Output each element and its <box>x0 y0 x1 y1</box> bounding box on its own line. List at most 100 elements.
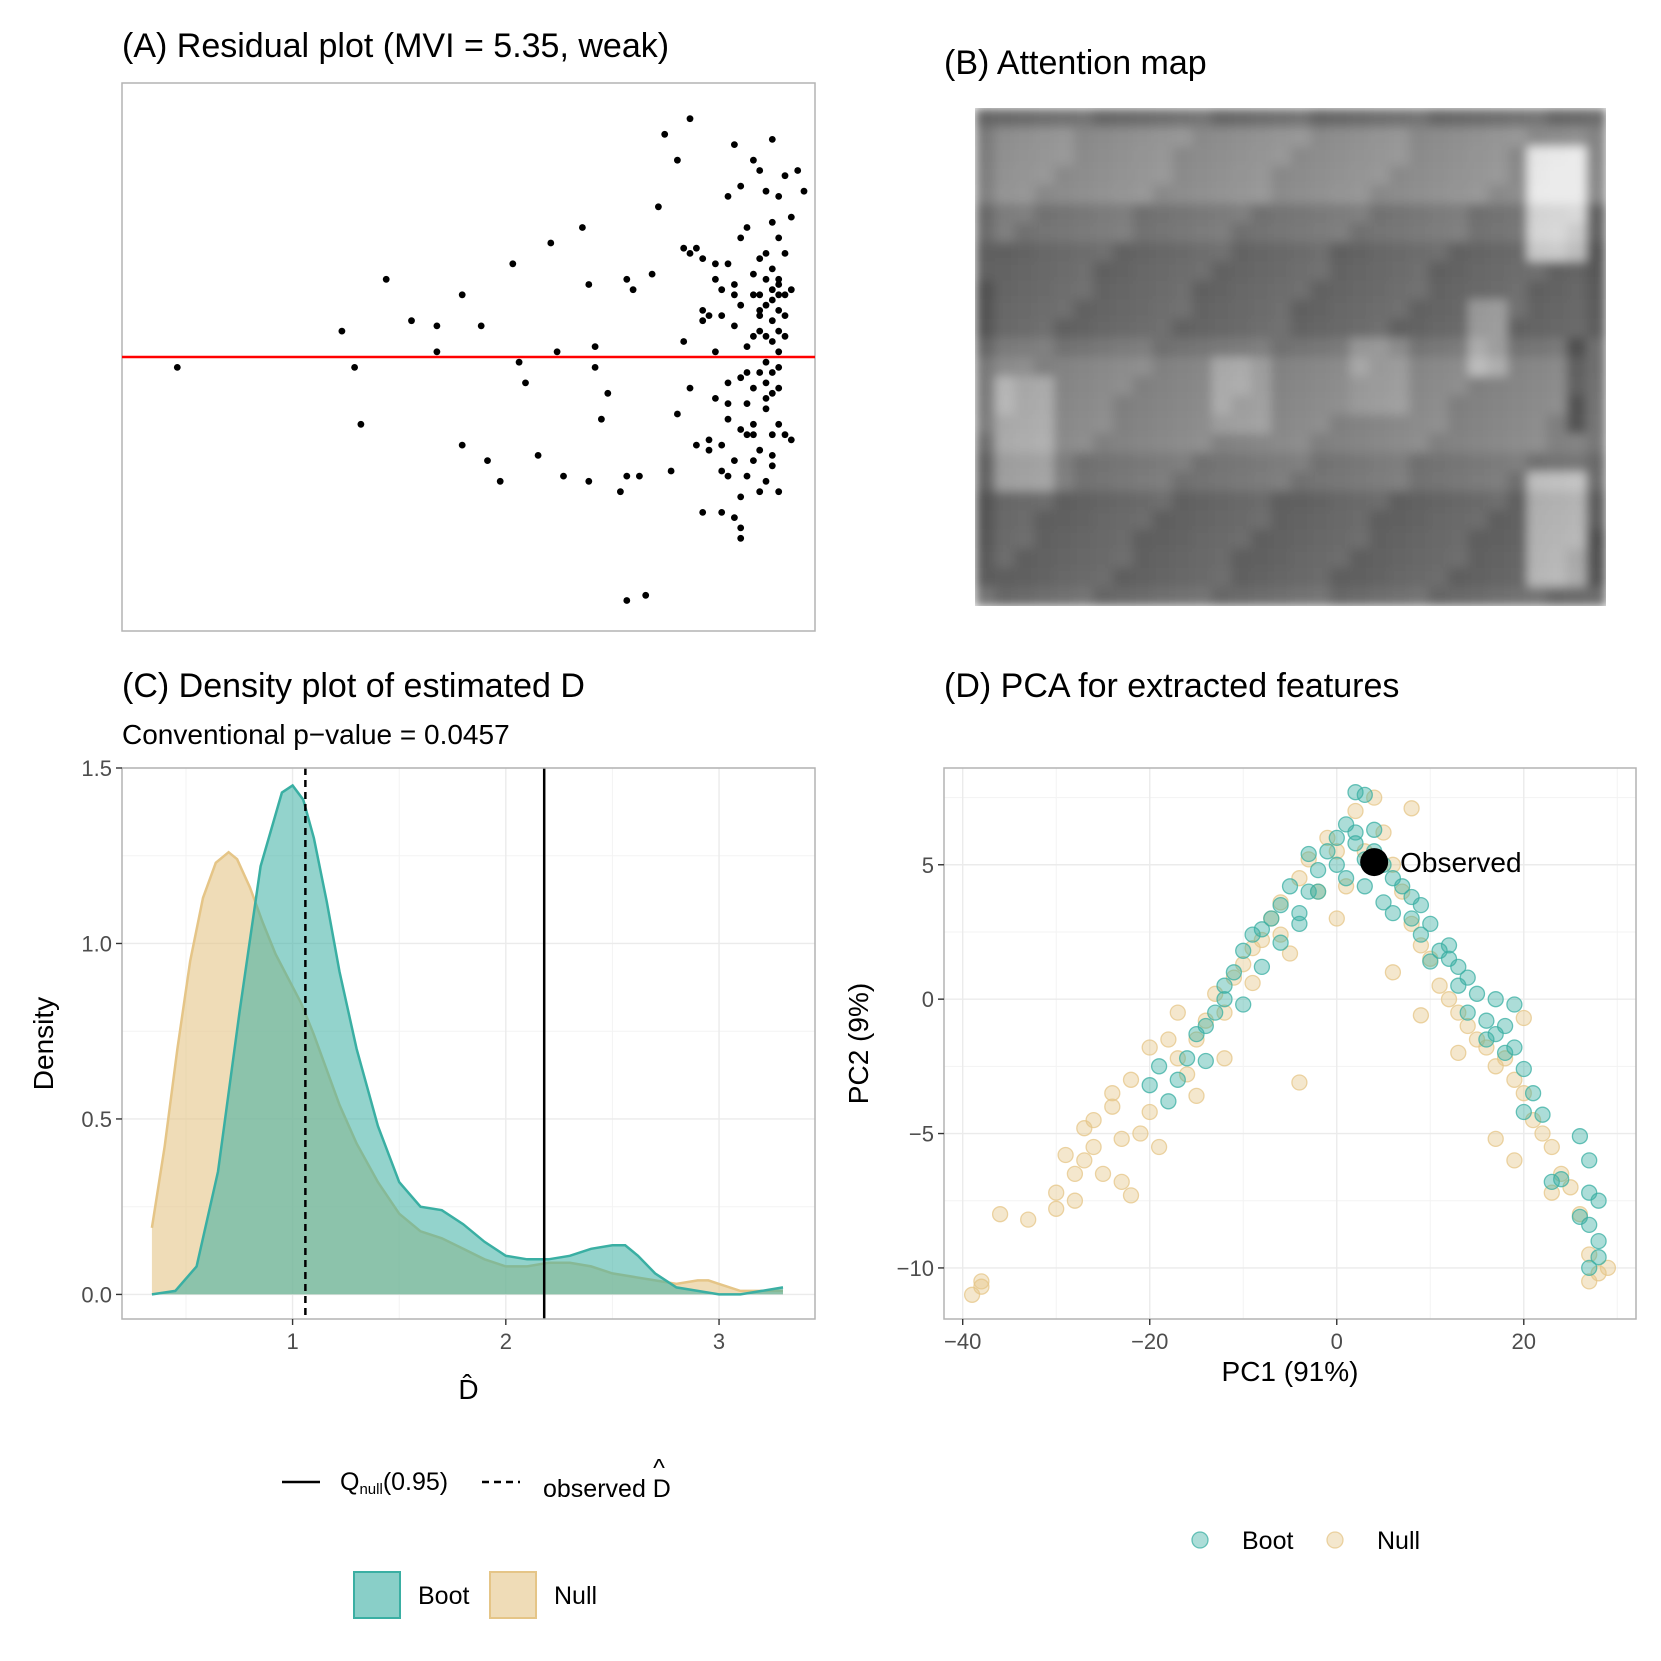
y-tick-label: 5 <box>922 853 934 878</box>
attention-cell <box>975 299 996 320</box>
attention-cell <box>1448 127 1469 147</box>
attention-cell <box>1152 357 1173 377</box>
residual-point <box>737 374 745 382</box>
attention-cell <box>1566 395 1587 416</box>
attention-cell <box>1369 529 1390 550</box>
attention-cell <box>1034 452 1055 473</box>
attention-cell <box>1369 222 1390 243</box>
boot-pca-point <box>1281 878 1299 895</box>
attention-cell <box>1329 395 1351 416</box>
residual-point <box>458 291 466 299</box>
residual-point <box>686 250 694 257</box>
attention-cell <box>1527 414 1548 435</box>
attention-cell <box>1073 203 1094 224</box>
attention-cell <box>1132 586 1154 606</box>
boot-pca-point <box>1328 829 1345 847</box>
attention-cell <box>1093 395 1114 416</box>
y-tick-label: 0 <box>922 987 934 1012</box>
attention-cell <box>975 471 996 492</box>
residual-point <box>718 467 726 475</box>
boot-pca-point <box>1272 934 1289 951</box>
attention-cell <box>1093 433 1114 454</box>
null-pca-point <box>1113 1173 1130 1191</box>
attention-cell <box>1389 318 1410 339</box>
attention-cell <box>1211 127 1232 147</box>
residual-point <box>591 364 599 371</box>
attention-cell <box>1448 376 1469 396</box>
attention-cell <box>1329 299 1351 320</box>
y-tick-label: 1.5 <box>81 756 112 781</box>
attention-cell <box>1428 567 1449 588</box>
attention-cell <box>975 146 996 167</box>
residual-point <box>731 514 738 521</box>
attention-cell <box>1349 357 1370 377</box>
attention-cell <box>1152 414 1173 435</box>
attention-cell <box>1448 165 1469 186</box>
attention-cell <box>1527 491 1548 511</box>
attention-cell <box>1329 242 1351 262</box>
attention-cell <box>975 222 996 243</box>
attention-cell <box>975 357 996 377</box>
attention-cell <box>1310 261 1331 281</box>
attention-cell <box>1389 491 1410 511</box>
attention-cell <box>1349 395 1370 416</box>
attention-cell <box>1389 280 1410 301</box>
attention-cell <box>1053 337 1075 358</box>
attention-cell <box>994 165 1015 186</box>
attention-cell <box>1113 395 1134 416</box>
attention-cell <box>1448 261 1469 281</box>
attention-cell <box>1329 471 1351 492</box>
attention-cell <box>1132 222 1154 243</box>
attention-cell <box>1546 586 1568 606</box>
attention-cell <box>1251 261 1272 281</box>
attention-cell <box>1152 299 1173 320</box>
attention-cell <box>1113 529 1134 550</box>
attention-cell <box>1290 242 1311 262</box>
attention-cell <box>1428 146 1449 167</box>
residual-point <box>781 250 789 257</box>
attention-cell <box>1172 242 1193 262</box>
attention-cell <box>994 548 1015 569</box>
attention-cell <box>1408 203 1430 224</box>
attention-cell <box>1310 108 1331 128</box>
residual-point <box>585 477 593 485</box>
attention-cell <box>1053 357 1075 377</box>
attention-cell <box>1468 529 1489 550</box>
attention-cell <box>1487 395 1508 416</box>
attention-cell <box>1546 548 1568 569</box>
attention-cell <box>1251 529 1272 550</box>
attention-cell <box>1270 127 1292 147</box>
residual-point <box>762 187 770 195</box>
attention-cell <box>1073 146 1094 167</box>
attention-cell <box>1152 203 1173 224</box>
attention-cell <box>975 586 996 606</box>
attention-cell <box>1310 433 1331 454</box>
attention-cell <box>1093 337 1114 358</box>
attention-cell <box>1507 242 1528 262</box>
attention-cell <box>1487 222 1508 243</box>
attention-cell <box>1152 471 1173 492</box>
residual-point <box>737 426 745 433</box>
attention-cell <box>1132 548 1154 569</box>
attention-cell <box>1093 184 1114 205</box>
attention-cell <box>1468 280 1489 301</box>
attention-cell <box>994 510 1015 530</box>
boot-pca-point <box>1534 1106 1551 1123</box>
attention-cell <box>1329 261 1351 281</box>
attention-cell <box>1468 165 1489 186</box>
legend-fill-key-null <box>489 1571 537 1619</box>
attention-cell <box>1191 376 1213 396</box>
attention-cell <box>1034 471 1055 492</box>
residual-point <box>724 472 732 480</box>
boot-pca-point <box>1496 1044 1514 1062</box>
boot-pca-point <box>1553 1171 1570 1188</box>
attention-cell <box>1231 529 1252 550</box>
attention-cell <box>1093 165 1114 186</box>
attention-cell <box>1211 586 1232 606</box>
attention-cell <box>1507 433 1528 454</box>
attention-cell <box>1191 452 1213 473</box>
attention-cell <box>1527 261 1548 281</box>
attention-cell <box>1034 548 1055 569</box>
attention-cell <box>1566 471 1587 492</box>
attention-cell <box>975 491 996 511</box>
